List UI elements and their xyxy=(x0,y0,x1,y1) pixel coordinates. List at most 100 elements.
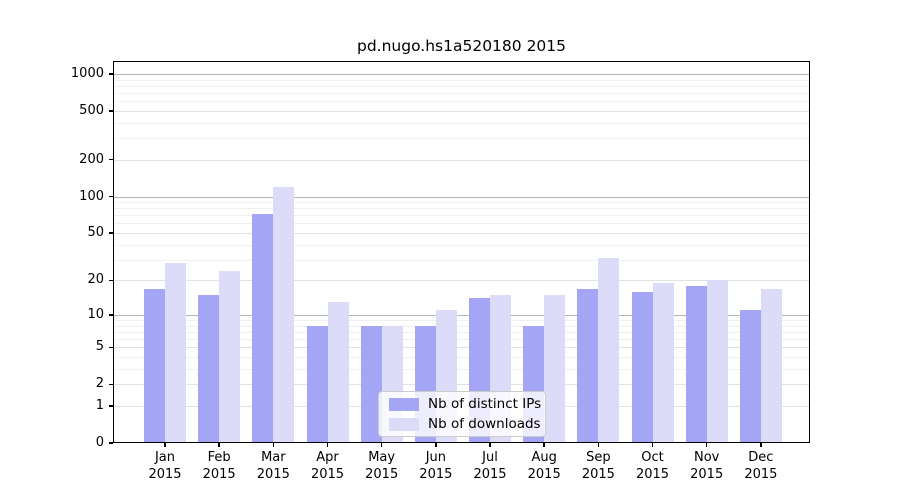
legend-item-distinct-ips: Nb of distinct IPs xyxy=(389,396,545,412)
gridline-minor xyxy=(113,93,810,95)
x-tick-year: 2015 xyxy=(690,467,724,482)
gridline-minor xyxy=(113,208,810,210)
x-tick-year: 2015 xyxy=(527,467,561,482)
legend-item-downloads: Nb of downloads xyxy=(389,416,545,432)
x-tick-label: Jun 2015 xyxy=(408,449,464,483)
x-tick-month: Apr xyxy=(316,450,339,465)
gridline-major-1000 xyxy=(113,74,810,75)
y-tick-label: 0 xyxy=(95,435,104,450)
x-tick-mark xyxy=(760,443,762,447)
gridline-minor xyxy=(113,122,810,124)
legend-swatch-downloads-icon xyxy=(389,417,419,431)
gridline-minor xyxy=(113,138,810,140)
gridline-2 xyxy=(113,384,810,386)
y-tick-label: 500 xyxy=(79,102,104,118)
y-tick-mark xyxy=(109,346,113,348)
gridline-minor xyxy=(113,244,810,246)
y-tick-label: 1000 xyxy=(70,66,104,81)
gridline-minor xyxy=(113,357,810,359)
gridline-minor xyxy=(113,79,810,81)
x-tick-label: Jan 2015 xyxy=(137,449,193,483)
y-tick-mark xyxy=(109,232,113,234)
bar-downloads-apr xyxy=(327,302,349,443)
gridline-major-100 xyxy=(113,196,810,198)
x-tick-mark xyxy=(651,443,654,447)
bar-distinct-ips-feb xyxy=(198,294,220,443)
x-tick-mark xyxy=(597,443,600,447)
x-tick-label: Dec 2015 xyxy=(733,449,789,483)
bar-distinct-ips-may xyxy=(360,325,382,443)
bar-distinct-ips-oct xyxy=(631,291,653,443)
bar-distinct-ips-mar xyxy=(252,213,274,443)
y-tick-mark xyxy=(109,195,113,198)
gridline-minor xyxy=(113,85,810,87)
gridline-50 xyxy=(113,233,810,234)
y-tick-mark xyxy=(109,110,113,112)
x-tick-label: Mar 2015 xyxy=(245,449,301,483)
x-tick-year: 2015 xyxy=(744,467,778,482)
gridline-20 xyxy=(113,280,810,282)
y-tick-mark xyxy=(109,405,113,407)
x-tick-mark xyxy=(380,443,383,447)
gridline-minor xyxy=(113,202,810,204)
bar-distinct-ips-nov xyxy=(685,285,707,443)
gridline-minor xyxy=(113,259,810,261)
x-tick-year: 2015 xyxy=(419,467,453,482)
x-tick-label: Feb 2015 xyxy=(191,449,247,483)
gridline-minor xyxy=(113,320,810,322)
bar-downloads-nov xyxy=(706,280,728,443)
gridline-minor xyxy=(113,223,810,225)
y-tick-mark xyxy=(109,159,113,161)
x-tick-mark xyxy=(326,443,329,447)
chart-title: pd.nugo.hs1a520180 2015 xyxy=(356,37,567,55)
y-tick-label: 1 xyxy=(95,397,104,413)
x-tick-month: May xyxy=(368,450,396,465)
x-tick-mark xyxy=(218,443,220,447)
y-tick-label: 50 xyxy=(87,225,104,240)
gridline-200 xyxy=(113,159,810,161)
gridline-500 xyxy=(113,110,810,112)
y-tick-mark xyxy=(109,383,113,385)
x-tick-mark xyxy=(489,443,491,447)
bar-downloads-aug xyxy=(544,294,566,443)
y-tick-label: 200 xyxy=(79,151,104,167)
bar-downloads-sep xyxy=(598,257,620,443)
x-tick-month: Sep xyxy=(586,450,611,465)
y-tick-mark xyxy=(109,73,113,75)
gridline-minor xyxy=(113,325,810,327)
y-tick-label: 100 xyxy=(79,188,104,204)
gridline-minor xyxy=(113,368,810,370)
bar-distinct-ips-apr xyxy=(306,325,328,443)
x-tick-label: Sep 2015 xyxy=(570,449,626,483)
x-tick-label: Apr 2015 xyxy=(300,449,356,483)
x-tick-month: Mar xyxy=(261,450,286,465)
y-tick-label: 10 xyxy=(87,306,104,322)
x-tick-month: Dec xyxy=(748,450,774,465)
x-tick-mark xyxy=(435,443,437,447)
y-tick-mark xyxy=(109,279,113,282)
x-tick-year: 2015 xyxy=(256,467,290,482)
bar-distinct-ips-jan xyxy=(144,288,165,443)
gridline-major-10 xyxy=(113,314,810,316)
x-tick-year: 2015 xyxy=(202,467,236,482)
x-tick-month: Jul xyxy=(482,450,498,465)
x-tick-month: Jun xyxy=(425,450,446,465)
bar-downloads-dec xyxy=(760,288,782,443)
gridline-minor xyxy=(113,215,810,217)
bar-distinct-ips-sep xyxy=(577,288,599,443)
x-tick-label: May 2015 xyxy=(354,449,410,483)
x-tick-month: Feb xyxy=(207,450,231,465)
y-tick-label: 5 xyxy=(95,339,104,355)
gridline-minor xyxy=(113,101,810,103)
gridline-5 xyxy=(113,347,810,349)
x-tick-label: Oct 2015 xyxy=(625,449,681,483)
legend-label-downloads: Nb of downloads xyxy=(428,416,541,432)
x-tick-year: 2015 xyxy=(473,467,507,482)
y-tick-label: 2 xyxy=(95,376,104,392)
bar-downloads-mar xyxy=(273,186,295,443)
y-tick-mark xyxy=(109,442,113,444)
x-tick-month: Nov xyxy=(694,450,720,465)
legend: Nb of distinct IPs Nb of downloads xyxy=(378,391,546,437)
bar-downloads-oct xyxy=(652,282,674,443)
